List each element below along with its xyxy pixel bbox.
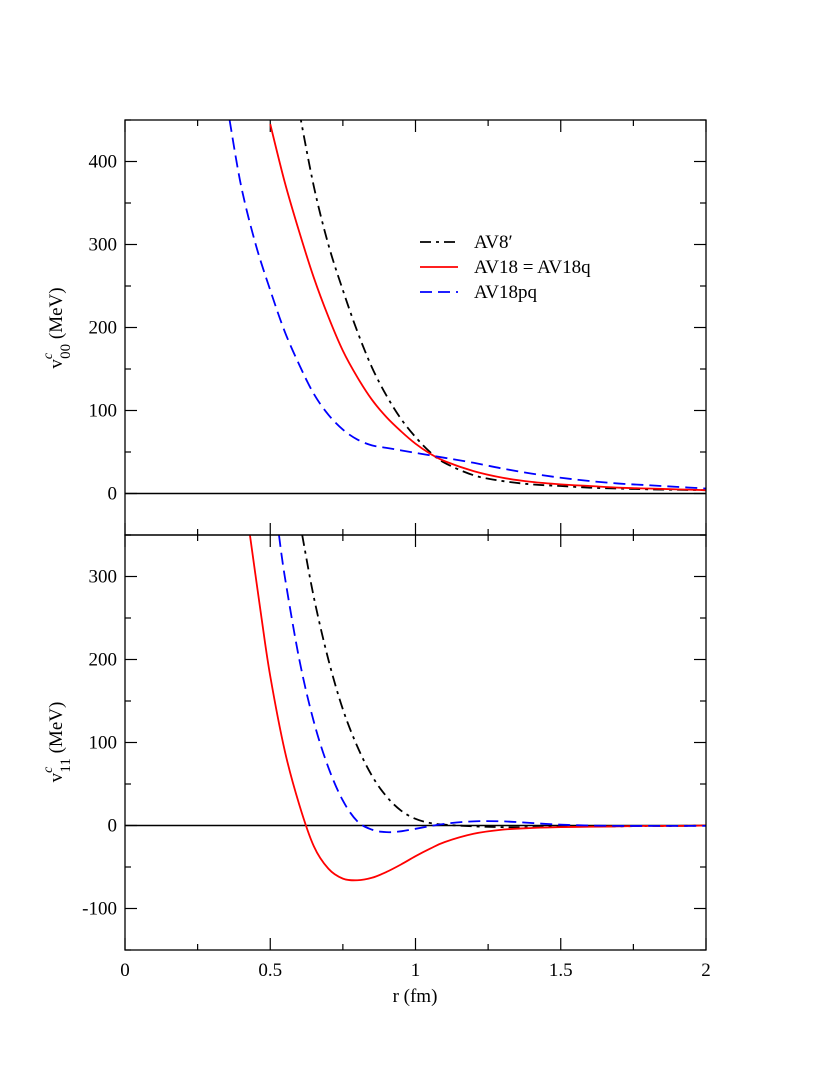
legend-label-AV18: AV18 = AV18q [474,257,591,278]
panel-bottom: -100 0 100 200 300 0 0.5 1 1.5 2 vc 11 (MeV) r (fm… [41,534,711,1007]
bottom-xtick-label: 0.5 [258,960,282,981]
bottom-xtick-label: 2 [701,960,711,981]
bottom-ylabel: vc 11 (MeV) [41,702,74,783]
top-ytick-label: 100 [89,401,118,422]
top-ytick-label: 400 [89,152,118,173]
top-series-AV18pq [228,120,706,490]
bottom-ticks: -100 0 100 200 300 0 0.5 1 1.5 2 [82,534,711,981]
top-ylabel-sub: 00 [58,344,74,359]
bottom-series-AV18 [249,535,706,882]
bottom-ytick-label: 300 [89,567,118,588]
bottom-ylabel-units: (MeV) [46,702,67,758]
top-ytick-label: 300 [89,235,118,256]
top-ylabel-units: (MeV) [46,287,67,343]
bottom-ytick-label: -100 [82,899,117,920]
bottom-series-AV18pq [278,535,706,834]
bottom-ytick-label: 0 [108,816,118,837]
bottom-ylabel-main: v [46,772,67,782]
top-series-AV18 [269,123,706,492]
bottom-ytick-label: 100 [89,733,118,754]
bottom-xtick-label: 0 [120,960,130,981]
top-ylabel: vc 00 (MeV) [41,287,74,368]
panel-top: 0 100 200 300 400 vc 00 (MeV) AV8′ AV18 = AV18… [41,119,707,536]
top-series [228,120,706,492]
bottom-axes-frame [124,534,707,951]
bottom-series-AV8p [301,535,706,829]
bottom-xlabel: r (fm) [393,986,438,1007]
bottom-ylabel-text: vc 11 (MeV) [41,702,74,783]
top-ylabel-sup: c [41,352,56,359]
legend-label-AV8p: AV8′ [474,232,513,253]
bottom-xtick-label: 1.5 [549,960,573,981]
bottom-ylabel-sub: 11 [58,758,74,772]
bottom-ytick-label: 200 [89,650,118,671]
bottom-xtick-label: 1 [411,960,421,981]
top-ylabel-main: v [46,359,67,369]
legend-label-AV18pq: AV18pq [474,282,537,303]
top-ytick-label: 200 [89,318,118,339]
legend: AV8′ AV18 = AV18q AV18pq [420,232,591,303]
top-ticks: 0 100 200 300 400 [89,119,707,536]
top-ylabel-text: vc 00 (MeV) [41,287,74,368]
bottom-series [249,535,706,882]
top-ytick-label: 0 [108,484,118,505]
top-axes-frame [124,119,707,536]
bottom-ylabel-sup: c [41,766,56,773]
